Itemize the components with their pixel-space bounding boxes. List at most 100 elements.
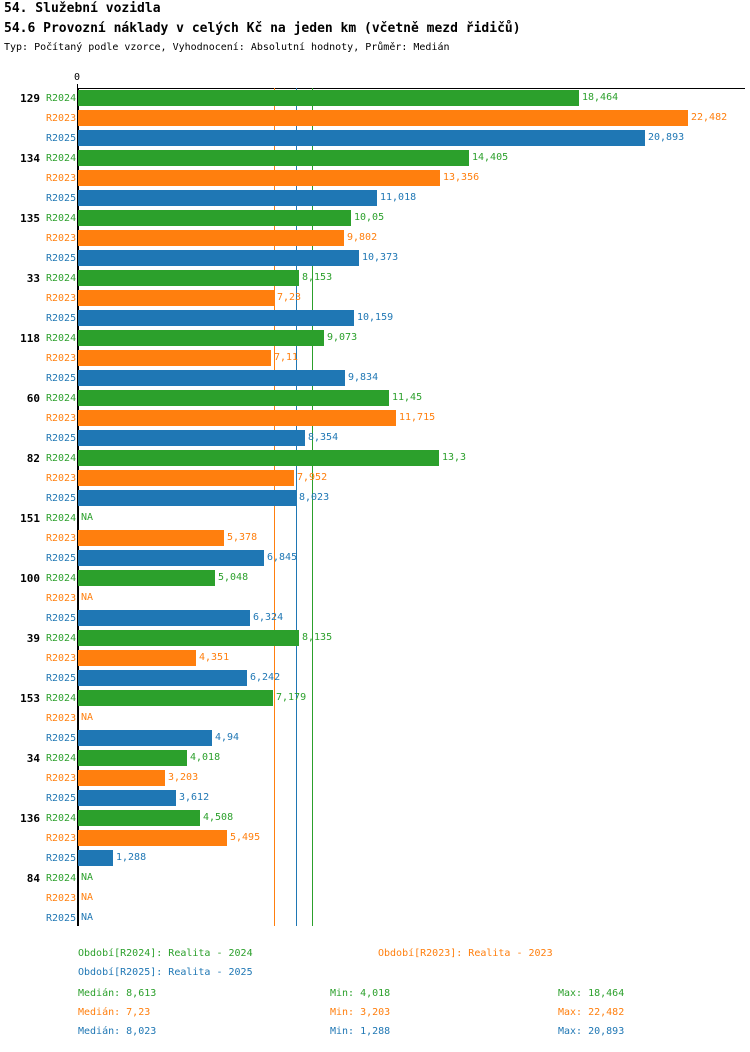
bar-134-r2023 (78, 170, 440, 186)
stat-max-r2025: Max: 20,893 (558, 1026, 625, 1037)
bar-value-134-r2025: 11,018 (380, 192, 417, 203)
series-label-r2025: R2025 (46, 253, 77, 264)
bar-33-r2023 (78, 290, 274, 306)
bar-135-r2025 (78, 250, 359, 266)
bar-34-r2023 (78, 770, 165, 786)
bar-value-134-r2023: 13,356 (443, 172, 480, 183)
series-label-r2024: R2024 (46, 693, 77, 704)
bar-82-r2025 (78, 490, 296, 506)
group-label-84: 84 (26, 872, 40, 885)
bar-value-34-r2024: 4,018 (190, 752, 221, 763)
y-axis-line (77, 88, 79, 926)
bar-100-r2025 (78, 610, 250, 626)
series-label-r2023: R2023 (46, 833, 77, 844)
stat-max-r2024: Max: 18,464 (558, 988, 625, 999)
bar-value-39-r2023: 4,351 (199, 652, 230, 663)
bar-value-33-r2024: 8,153 (302, 272, 333, 283)
group-label-33: 33 (26, 272, 40, 285)
bar-value-135-r2024: 10,05 (354, 212, 385, 223)
series-label-r2025: R2025 (46, 853, 77, 864)
series-label-r2025: R2025 (46, 493, 77, 504)
series-label-r2023: R2023 (46, 713, 77, 724)
bar-value-153-r2023-na: NA (81, 712, 94, 723)
x-axis-tick-label-0: 0 (74, 72, 81, 83)
bar-136-r2024 (78, 810, 200, 826)
bar-value-84-r2024-na: NA (81, 872, 94, 883)
bar-135-r2023 (78, 230, 344, 246)
bar-value-129-r2024: 18,464 (582, 92, 619, 103)
bar-value-34-r2023: 3,203 (168, 772, 199, 783)
series-label-r2023: R2023 (46, 413, 77, 424)
stat-median-r2023: Medián: 7,23 (78, 1007, 151, 1018)
group-label-151: 151 (20, 512, 40, 525)
bar-151-r2025 (78, 550, 264, 566)
median-line-r2025 (296, 88, 297, 926)
bar-value-60-r2024: 11,45 (392, 392, 423, 403)
bar-33-r2024 (78, 270, 299, 286)
series-label-r2023: R2023 (46, 113, 77, 124)
group-label-100: 100 (20, 572, 40, 585)
group-label-82: 82 (26, 452, 40, 465)
bar-151-r2023 (78, 530, 224, 546)
series-label-r2024: R2024 (46, 873, 77, 884)
bar-129-r2023 (78, 110, 688, 126)
stat-median-r2024: Medián: 8,613 (78, 988, 157, 999)
series-label-r2024: R2024 (46, 213, 77, 224)
series-label-r2024: R2024 (46, 93, 77, 104)
series-label-r2025: R2025 (46, 733, 77, 744)
series-label-r2025: R2025 (46, 913, 77, 924)
series-label-r2025: R2025 (46, 613, 77, 624)
bar-value-60-r2023: 11,715 (399, 412, 436, 423)
bar-60-r2024 (78, 390, 389, 406)
bar-value-151-r2025: 6,845 (267, 552, 298, 563)
bar-value-82-r2025: 8,023 (299, 492, 330, 503)
bar-value-151-r2024-na: NA (81, 512, 94, 523)
x-axis-tick-0 (77, 84, 78, 88)
stat-max-r2023: Max: 22,482 (558, 1007, 625, 1018)
series-label-r2024: R2024 (46, 333, 77, 344)
legend-item-r2024: Období[R2024]: Realita - 2024 (78, 948, 253, 959)
series-label-r2023: R2023 (46, 533, 77, 544)
stat-min-r2025: Min: 1,288 (330, 1026, 391, 1037)
bar-33-r2025 (78, 310, 354, 326)
bar-value-129-r2023: 22,482 (691, 112, 728, 123)
series-label-r2024: R2024 (46, 513, 77, 524)
bar-value-153-r2025: 4,94 (215, 732, 240, 743)
chart-title: 54.6 Provozní náklady v celých Kč na jed… (4, 21, 521, 36)
bar-136-r2025 (78, 850, 113, 866)
series-label-r2023: R2023 (46, 233, 77, 244)
bar-39-r2023 (78, 650, 196, 666)
series-label-r2023: R2023 (46, 773, 77, 784)
bar-34-r2025 (78, 790, 176, 806)
bar-129-r2025 (78, 130, 645, 146)
series-label-r2024: R2024 (46, 393, 77, 404)
bar-value-100-r2025: 6,324 (253, 612, 284, 623)
legend-item-r2025: Období[R2025]: Realita - 2025 (78, 967, 253, 978)
bar-value-33-r2025: 10,159 (357, 312, 394, 323)
group-label-118: 118 (20, 332, 40, 345)
bar-value-84-r2025-na: NA (81, 912, 94, 923)
stat-min-r2024: Min: 4,018 (330, 988, 391, 999)
bar-value-135-r2023: 9,802 (347, 232, 378, 243)
group-label-136: 136 (20, 812, 40, 825)
stat-min-r2023: Min: 3,203 (330, 1007, 391, 1018)
series-label-r2023: R2023 (46, 473, 77, 484)
bar-value-34-r2025: 3,612 (179, 792, 210, 803)
group-label-153: 153 (20, 692, 40, 705)
bar-82-r2023 (78, 470, 294, 486)
bar-value-100-r2024: 5,048 (218, 572, 249, 583)
bar-value-134-r2024: 14,405 (472, 152, 509, 163)
bar-134-r2025 (78, 190, 377, 206)
series-label-r2025: R2025 (46, 673, 77, 684)
series-label-r2023: R2023 (46, 293, 77, 304)
series-label-r2024: R2024 (46, 633, 77, 644)
series-label-r2025: R2025 (46, 133, 77, 144)
series-label-r2025: R2025 (46, 313, 77, 324)
bar-60-r2025 (78, 430, 305, 446)
median-line-r2023 (274, 88, 275, 926)
series-label-r2023: R2023 (46, 173, 77, 184)
bar-39-r2024 (78, 630, 299, 646)
bar-value-82-r2023: 7,952 (297, 472, 328, 483)
series-label-r2024: R2024 (46, 453, 77, 464)
